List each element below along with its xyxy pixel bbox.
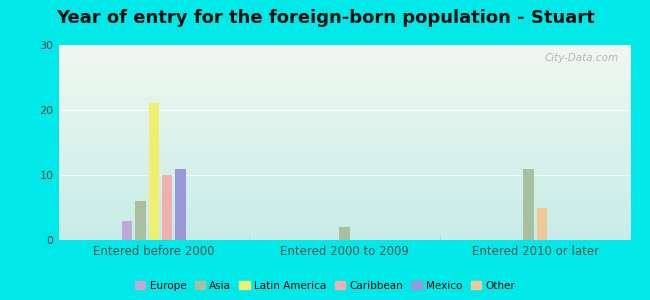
Bar bbox=[523, 169, 534, 240]
Bar bbox=[537, 208, 547, 240]
Bar bbox=[162, 175, 172, 240]
Bar bbox=[176, 169, 186, 240]
Text: Year of entry for the foreign-born population - Stuart: Year of entry for the foreign-born popul… bbox=[56, 9, 594, 27]
Legend: Europe, Asia, Latin America, Caribbean, Mexico, Other: Europe, Asia, Latin America, Caribbean, … bbox=[131, 277, 519, 295]
Bar bbox=[149, 103, 159, 240]
Text: City-Data.com: City-Data.com bbox=[545, 53, 619, 63]
Bar bbox=[339, 227, 350, 240]
Bar bbox=[122, 220, 133, 240]
Bar bbox=[135, 201, 146, 240]
